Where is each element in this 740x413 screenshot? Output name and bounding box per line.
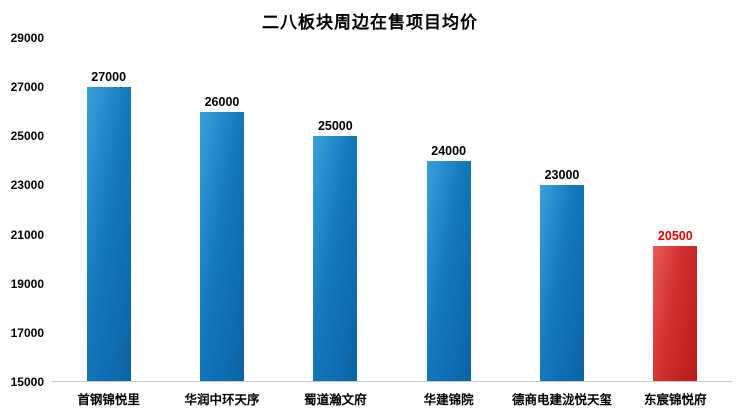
bar-column: 23000	[505, 38, 618, 381]
bar	[313, 136, 358, 381]
y-tick-label: 23000	[10, 178, 44, 193]
y-tick-label: 15000	[10, 375, 44, 389]
x-category-label: 华润中环天序	[184, 393, 260, 407]
bar-value-label: 24000	[431, 143, 467, 158]
y-tick-label: 21000	[10, 227, 44, 242]
bar	[426, 160, 471, 381]
bar-column: 26000	[165, 38, 278, 381]
y-axis: 29000 27000 25000 23000 21000 19000 17000 15000	[0, 31, 48, 389]
x-category-label: 德商电建泷悦天玺	[511, 393, 612, 407]
chart-title: 二八板块周边在售项目均价	[262, 13, 478, 32]
y-tick-label: 19000	[10, 276, 44, 291]
bar-value-label: 26000	[204, 94, 240, 109]
y-tick-label: 29000	[10, 31, 44, 45]
x-category-label: 华建锦院	[423, 393, 474, 407]
bar-value-label: 25000	[317, 119, 353, 133]
y-tick-label: 17000	[10, 325, 44, 340]
bar-column: 20500	[619, 38, 732, 381]
bar-value-label: 20500	[657, 229, 693, 244]
bar-value-label: 27000	[91, 70, 127, 84]
bar-value-label: 23000	[544, 168, 580, 182]
bar	[539, 185, 584, 381]
plot-area: 27000 26000 25000 24000 23000 20500	[52, 38, 732, 382]
bar-column: 24000	[392, 38, 505, 381]
x-category-label: 蜀道瀚文府	[304, 393, 367, 407]
bar-column: 27000	[52, 38, 165, 381]
bar-column: 25000	[279, 38, 392, 381]
x-category-label: 东宸锦悦府	[644, 393, 707, 407]
bar	[199, 111, 244, 381]
bar-chart: 29000 27000 25000 23000 21000 19000 17000 15000…	[0, 31, 740, 413]
y-tick-label: 25000	[10, 129, 44, 144]
y-tick-label: 27000	[10, 80, 44, 95]
bar	[86, 87, 131, 381]
bar	[653, 246, 698, 381]
x-category-label: 首钢锦悦里	[77, 393, 140, 407]
x-axis-labels: 首钢锦悦里 华润中环天序 蜀道瀚文府 华建锦院 德商电建泷悦天玺 东宸锦悦府	[52, 382, 732, 413]
